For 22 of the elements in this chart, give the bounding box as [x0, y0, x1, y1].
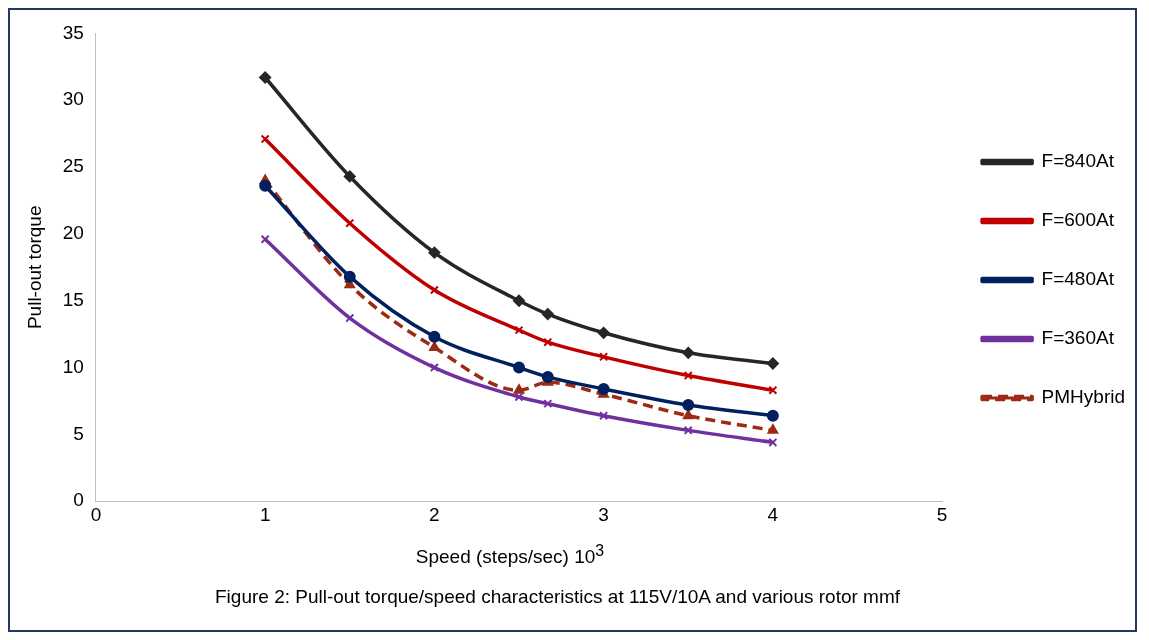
y-tick-label: 30 [62, 88, 84, 110]
legend-label: PMHybrid [1041, 386, 1125, 408]
y-tick-label: 15 [62, 288, 84, 310]
y-axis-title: Pull-out torque [23, 205, 45, 330]
x-tick-label: 0 [90, 503, 102, 525]
y-tick-label: 20 [62, 222, 84, 244]
x-tick-label: 4 [767, 503, 779, 525]
y-tick-label: 35 [62, 21, 84, 43]
x-tick-label: 2 [429, 503, 440, 525]
x-tick-label: 1 [259, 503, 271, 525]
caption: Figure 2: Pull-out torque/speed characteristics at 115V/10A and various rotor mmf [215, 585, 902, 609]
legend-label: F=480At [1041, 268, 1115, 290]
y-tick-label: 25 [62, 155, 84, 177]
x-axis-title: Speed (steps/sec) 10$^{3}$ [414, 542, 606, 569]
x-tick-label: 5 [936, 503, 948, 525]
legend-label: F=600At [1041, 209, 1115, 231]
x-tick-label: 3 [598, 503, 609, 525]
legend-label: F=360At [1041, 327, 1115, 349]
y-tick-label: 5 [73, 422, 84, 444]
legend-label: F=840At [1041, 150, 1115, 172]
y-tick-label: 10 [62, 355, 84, 377]
y-tick-label: 0 [73, 489, 84, 511]
